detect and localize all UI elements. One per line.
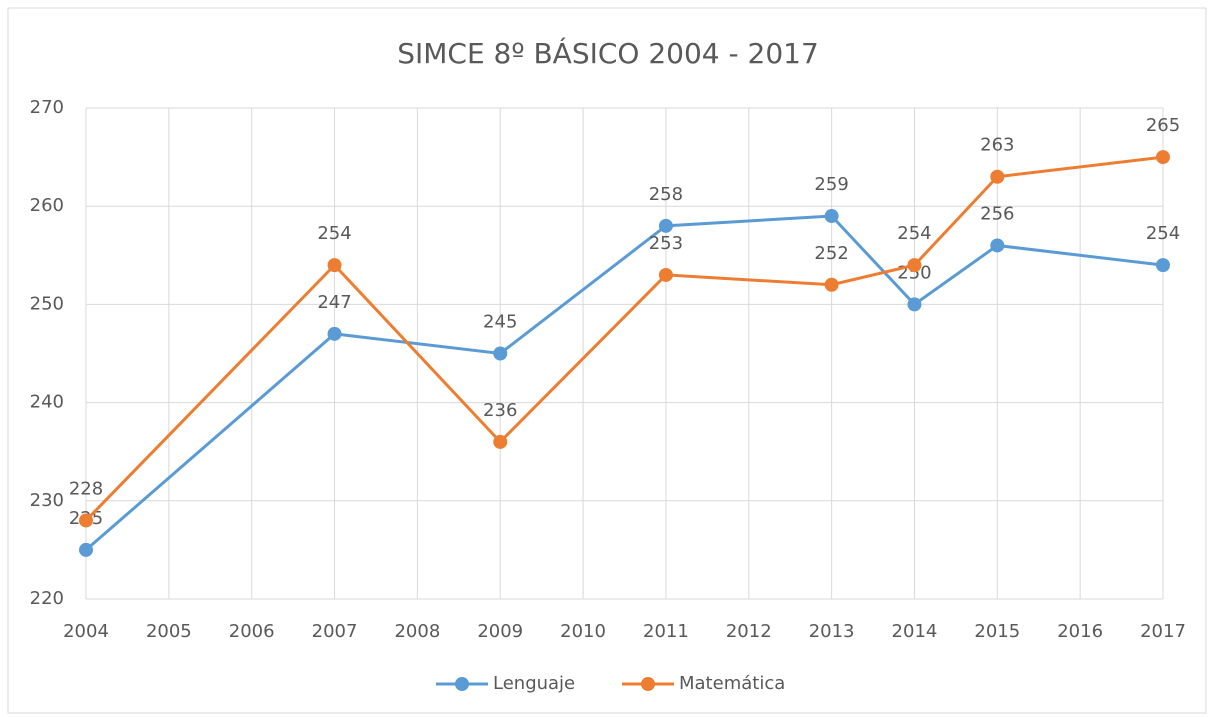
legend-marker — [641, 677, 655, 691]
legend-label: Lenguaje — [493, 673, 575, 694]
data-label: 259 — [814, 174, 848, 195]
data-point — [824, 209, 839, 224]
data-point — [493, 434, 508, 449]
chart-border — [7, 7, 1207, 714]
data-label: 263 — [980, 135, 1014, 156]
x-tick-label: 2004 — [63, 621, 109, 642]
data-label: 256 — [980, 203, 1014, 224]
x-tick-label: 2015 — [974, 621, 1020, 642]
data-point — [79, 513, 93, 528]
data-point — [327, 326, 342, 341]
y-tick-label: 220 — [30, 588, 64, 609]
series-line — [84, 155, 1164, 522]
data-point — [1156, 150, 1170, 165]
y-tick-label: 230 — [30, 490, 64, 511]
data-point — [907, 297, 922, 312]
data-point — [824, 277, 839, 292]
data-point — [493, 346, 508, 361]
series-line — [85, 214, 1164, 552]
data-label: 258 — [649, 184, 683, 205]
data-label: 254 — [897, 223, 931, 244]
x-tick-label: 2010 — [560, 621, 606, 642]
data-label: 252 — [814, 243, 848, 264]
data-label: 236 — [483, 400, 517, 421]
data-label: 265 — [1146, 115, 1180, 136]
chart-title: SIMCE 8º BÁSICO 2004 - 2017 — [397, 36, 819, 70]
x-tick-label: 2005 — [146, 621, 192, 642]
data-label: 254 — [317, 223, 351, 244]
data-point — [990, 238, 1005, 253]
x-tick-label: 2012 — [726, 621, 772, 642]
y-tick-label: 270 — [30, 97, 64, 118]
data-label: 228 — [69, 478, 103, 499]
data-label: 245 — [483, 312, 517, 333]
x-tick-label: 2009 — [477, 621, 523, 642]
data-point — [658, 218, 673, 233]
x-tick-label: 2008 — [394, 621, 440, 642]
x-tick-label: 2007 — [312, 621, 358, 642]
y-tick-label: 240 — [30, 392, 64, 413]
data-label: 254 — [1146, 223, 1180, 244]
data-label: 247 — [317, 292, 351, 313]
x-tick-label: 2014 — [892, 621, 938, 642]
data-label: 253 — [649, 233, 683, 254]
data-point — [327, 258, 342, 273]
x-tick-label: 2017 — [1140, 621, 1186, 642]
data-point — [79, 542, 93, 557]
legend-label: Matemática — [679, 673, 785, 694]
data-point — [1156, 258, 1170, 273]
x-tick-label: 2006 — [229, 621, 275, 642]
y-tick-label: 250 — [30, 293, 64, 314]
legend-marker — [455, 677, 469, 691]
data-point — [658, 267, 673, 282]
y-tick-label: 260 — [30, 195, 64, 216]
x-tick-label: 2013 — [809, 621, 855, 642]
data-point — [907, 258, 922, 273]
data-point — [990, 169, 1005, 184]
x-tick-label: 2011 — [643, 621, 689, 642]
x-tick-label: 2016 — [1057, 621, 1103, 642]
